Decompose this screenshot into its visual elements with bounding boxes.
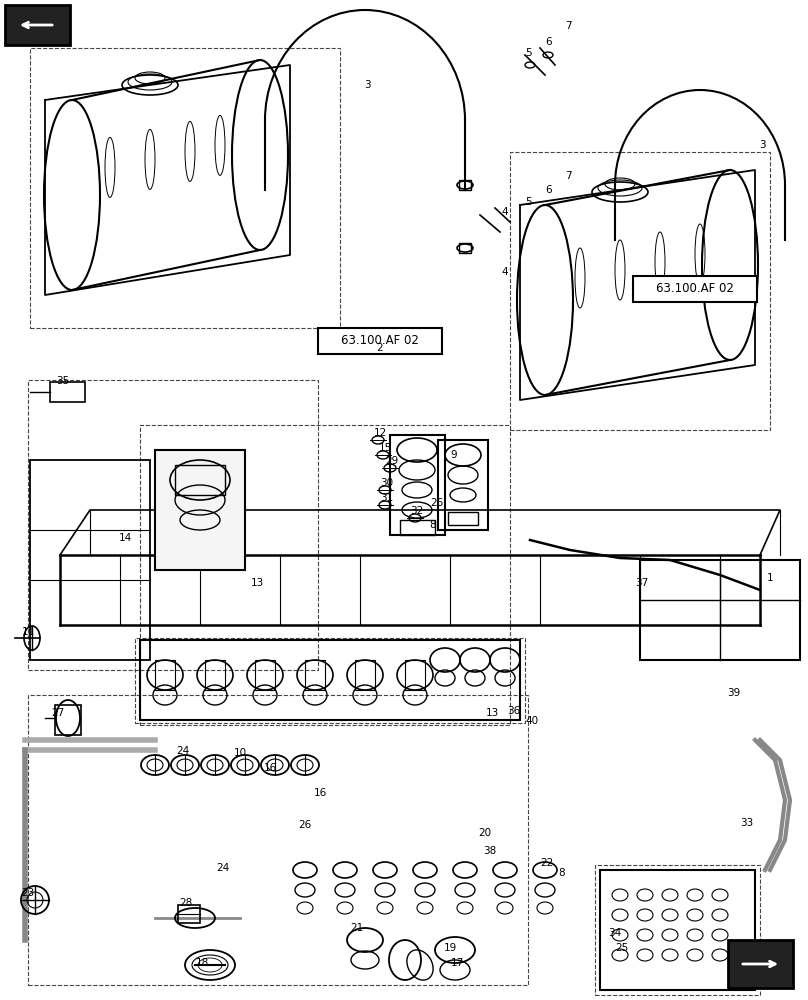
Text: 39: 39 [727,688,741,698]
Text: 10: 10 [234,748,246,758]
Text: 9: 9 [451,450,457,460]
Text: 14: 14 [119,533,132,543]
Text: 31: 31 [381,493,393,503]
Text: 25: 25 [616,943,629,953]
Bar [459,243,471,253]
Text: 13: 13 [250,578,263,588]
Text: 7: 7 [565,21,571,31]
Text: 3: 3 [759,140,765,150]
Bar [305,660,325,690]
Text: 16: 16 [314,788,326,798]
Text: 13: 13 [486,708,499,718]
Bar [510,152,770,430]
Text: 5: 5 [526,197,532,207]
Text: 8: 8 [430,520,436,530]
Text: 26: 26 [431,498,444,508]
Text: 6: 6 [545,185,553,195]
Text: 4: 4 [502,267,508,277]
Text: 6: 6 [545,37,553,47]
Text: 7: 7 [565,171,571,181]
Bar [355,660,375,690]
Text: 18: 18 [196,958,208,968]
Text: 38: 38 [483,846,497,856]
Text: 12: 12 [373,428,386,438]
Bar [155,450,245,570]
Bar [175,465,225,495]
Bar [640,560,800,660]
Bar [400,520,435,535]
Text: 27: 27 [52,708,65,718]
Text: 20: 20 [478,828,491,838]
Text: 15: 15 [378,443,392,453]
Text: 17: 17 [450,958,464,968]
Text: 5: 5 [526,48,532,58]
Bar [30,460,150,660]
Bar [205,660,225,690]
Bar [448,512,478,525]
Bar [50,382,85,402]
Text: 30: 30 [381,478,393,488]
Bar [178,905,200,923]
Bar [255,660,275,690]
Bar [405,660,425,690]
Bar [55,705,81,735]
Text: 28: 28 [179,898,192,908]
Text: 24: 24 [217,863,229,873]
Bar [28,380,318,670]
Text: 24: 24 [176,746,190,756]
Bar [728,940,793,988]
Text: 11: 11 [21,627,35,637]
Bar [438,440,488,530]
Text: 16: 16 [263,763,276,773]
Text: 40: 40 [525,716,539,726]
Text: 1: 1 [767,573,773,583]
Bar [595,865,760,995]
FancyBboxPatch shape [633,276,757,302]
Text: 3: 3 [364,80,370,90]
Text: 8: 8 [558,868,566,878]
Text: 36: 36 [507,706,520,716]
Text: 34: 34 [608,928,621,938]
Text: 29: 29 [385,456,398,466]
Bar [140,425,510,725]
Bar [140,640,520,720]
Bar [135,638,525,723]
Bar [5,5,70,45]
Bar [30,48,340,328]
Text: 35: 35 [57,376,69,386]
Text: 2: 2 [377,343,383,353]
Bar [600,870,755,990]
Text: 32: 32 [410,506,423,516]
Text: 19: 19 [444,943,457,953]
Text: 23: 23 [21,888,35,898]
Text: 37: 37 [635,578,649,588]
Text: 63.100.AF 02: 63.100.AF 02 [341,334,419,348]
Text: 26: 26 [298,820,312,830]
Text: 33: 33 [740,818,754,828]
Bar [155,660,175,690]
FancyBboxPatch shape [318,328,442,354]
Text: 4: 4 [502,207,508,217]
Text: 22: 22 [541,858,553,868]
Text: 21: 21 [351,923,364,933]
Bar [459,180,471,190]
Text: 63.100.AF 02: 63.100.AF 02 [656,282,734,296]
Bar [28,695,528,985]
Bar [390,435,445,535]
